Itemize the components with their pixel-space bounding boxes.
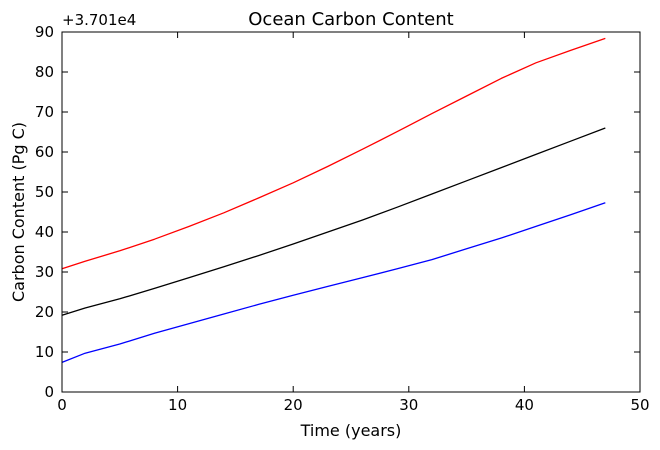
y-tick-label-70: 70 bbox=[35, 103, 54, 121]
y-tick-label-20: 20 bbox=[35, 303, 54, 321]
x-tick-label-40: 40 bbox=[515, 396, 534, 414]
y-axis-label: Carbon Content (Pg C) bbox=[9, 122, 28, 302]
x-axis-label: Time (years) bbox=[300, 421, 402, 440]
x-tick-label-0: 0 bbox=[57, 396, 67, 414]
x-tick-label-30: 30 bbox=[399, 396, 418, 414]
y-tick-label-0: 0 bbox=[44, 383, 54, 401]
plot-frame bbox=[61, 31, 641, 393]
y-tick-label-80: 80 bbox=[35, 63, 54, 81]
y-tick-label-30: 30 bbox=[35, 263, 54, 281]
y-axis-offset-label: +3.701e4 bbox=[62, 11, 136, 29]
y-tick-label-60: 60 bbox=[35, 143, 54, 161]
x-tick-label-10: 10 bbox=[168, 396, 187, 414]
chart-title: Ocean Carbon Content bbox=[248, 9, 453, 30]
x-tick-label-50: 50 bbox=[630, 396, 649, 414]
y-tick-label-50: 50 bbox=[35, 183, 54, 201]
x-tick-label-20: 20 bbox=[284, 396, 303, 414]
series-line-2 bbox=[61, 127, 606, 316]
plot-area: 0 10 20 30 40 50 0 10 20 30 40 50 60 70 80 90 bbox=[35, 23, 650, 414]
series-line-3 bbox=[61, 202, 606, 364]
y-tick-label-10: 10 bbox=[35, 343, 54, 361]
y-tick-label-40: 40 bbox=[35, 223, 54, 241]
series-line-1 bbox=[61, 37, 606, 270]
y-tick-label-90: 90 bbox=[35, 23, 54, 41]
